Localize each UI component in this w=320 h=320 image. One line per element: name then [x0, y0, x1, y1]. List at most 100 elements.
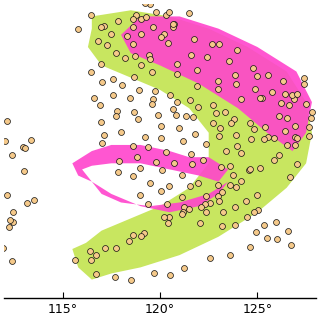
Point	[116, 158, 121, 163]
Point	[170, 24, 175, 29]
Point	[137, 87, 142, 92]
Point	[223, 148, 228, 153]
Point	[216, 199, 221, 204]
Point	[150, 24, 155, 29]
Point	[148, 56, 153, 61]
Point	[72, 257, 77, 262]
Point	[133, 12, 139, 17]
Point	[20, 144, 25, 149]
Point	[131, 75, 136, 80]
Point	[110, 76, 115, 82]
Point	[171, 21, 176, 26]
Point	[234, 132, 239, 138]
Point	[284, 142, 289, 147]
Point	[235, 143, 240, 148]
Point	[288, 175, 293, 180]
Point	[94, 272, 99, 277]
Point	[285, 228, 291, 234]
Point	[152, 271, 157, 276]
Point	[146, 52, 151, 57]
Point	[166, 183, 171, 188]
Point	[93, 253, 99, 258]
Polygon shape	[121, 16, 312, 151]
Point	[88, 70, 93, 75]
Point	[227, 182, 232, 188]
Point	[198, 204, 203, 209]
Point	[233, 72, 238, 77]
Point	[174, 100, 180, 105]
Point	[262, 223, 267, 228]
Point	[172, 161, 177, 166]
Point	[132, 109, 137, 115]
Point	[139, 17, 144, 22]
Point	[216, 193, 221, 198]
Point	[126, 238, 132, 244]
Point	[233, 222, 238, 228]
Point	[124, 33, 130, 38]
Point	[254, 74, 260, 79]
Point	[303, 101, 308, 107]
Point	[119, 130, 124, 135]
Point	[182, 204, 187, 209]
Point	[215, 182, 220, 187]
Point	[139, 234, 144, 239]
Point	[7, 217, 12, 222]
Point	[9, 258, 14, 263]
Point	[24, 201, 29, 206]
Point	[217, 42, 222, 47]
Point	[180, 194, 185, 199]
Point	[277, 113, 282, 118]
Point	[271, 158, 276, 163]
Point	[119, 82, 124, 87]
Point	[28, 137, 33, 142]
Point	[213, 110, 219, 116]
Point	[105, 42, 110, 47]
Point	[164, 201, 170, 206]
Point	[153, 159, 158, 164]
Point	[102, 132, 107, 137]
Point	[135, 154, 140, 159]
Point	[247, 121, 252, 126]
Point	[294, 92, 299, 97]
Point	[292, 96, 297, 101]
Point	[260, 95, 265, 100]
Point	[262, 137, 267, 142]
Point	[293, 124, 298, 129]
Point	[171, 21, 176, 26]
Point	[102, 24, 107, 29]
Point	[238, 179, 244, 184]
Point	[179, 211, 184, 216]
Point	[195, 68, 200, 73]
Point	[283, 92, 288, 97]
Point	[168, 272, 173, 277]
Point	[215, 86, 220, 91]
Point	[269, 89, 275, 94]
Point	[219, 189, 224, 194]
Point	[23, 145, 28, 150]
Point	[159, 123, 164, 128]
Point	[231, 116, 236, 122]
Point	[266, 72, 271, 77]
Point	[159, 35, 164, 40]
Point	[252, 209, 257, 214]
Point	[9, 152, 14, 157]
Point	[138, 62, 143, 68]
Point	[201, 157, 206, 162]
Point	[165, 220, 170, 225]
Point	[204, 141, 209, 147]
Point	[145, 201, 150, 206]
Point	[128, 277, 133, 283]
Point	[246, 168, 252, 173]
Point	[114, 245, 119, 250]
Point	[131, 232, 136, 237]
Point	[271, 135, 276, 140]
Point	[150, 96, 156, 101]
Point	[248, 136, 253, 141]
Point	[228, 163, 233, 168]
Point	[294, 135, 299, 140]
Point	[166, 10, 171, 15]
Point	[251, 65, 256, 70]
Point	[145, 145, 150, 150]
Point	[289, 243, 294, 248]
Point	[204, 210, 209, 215]
